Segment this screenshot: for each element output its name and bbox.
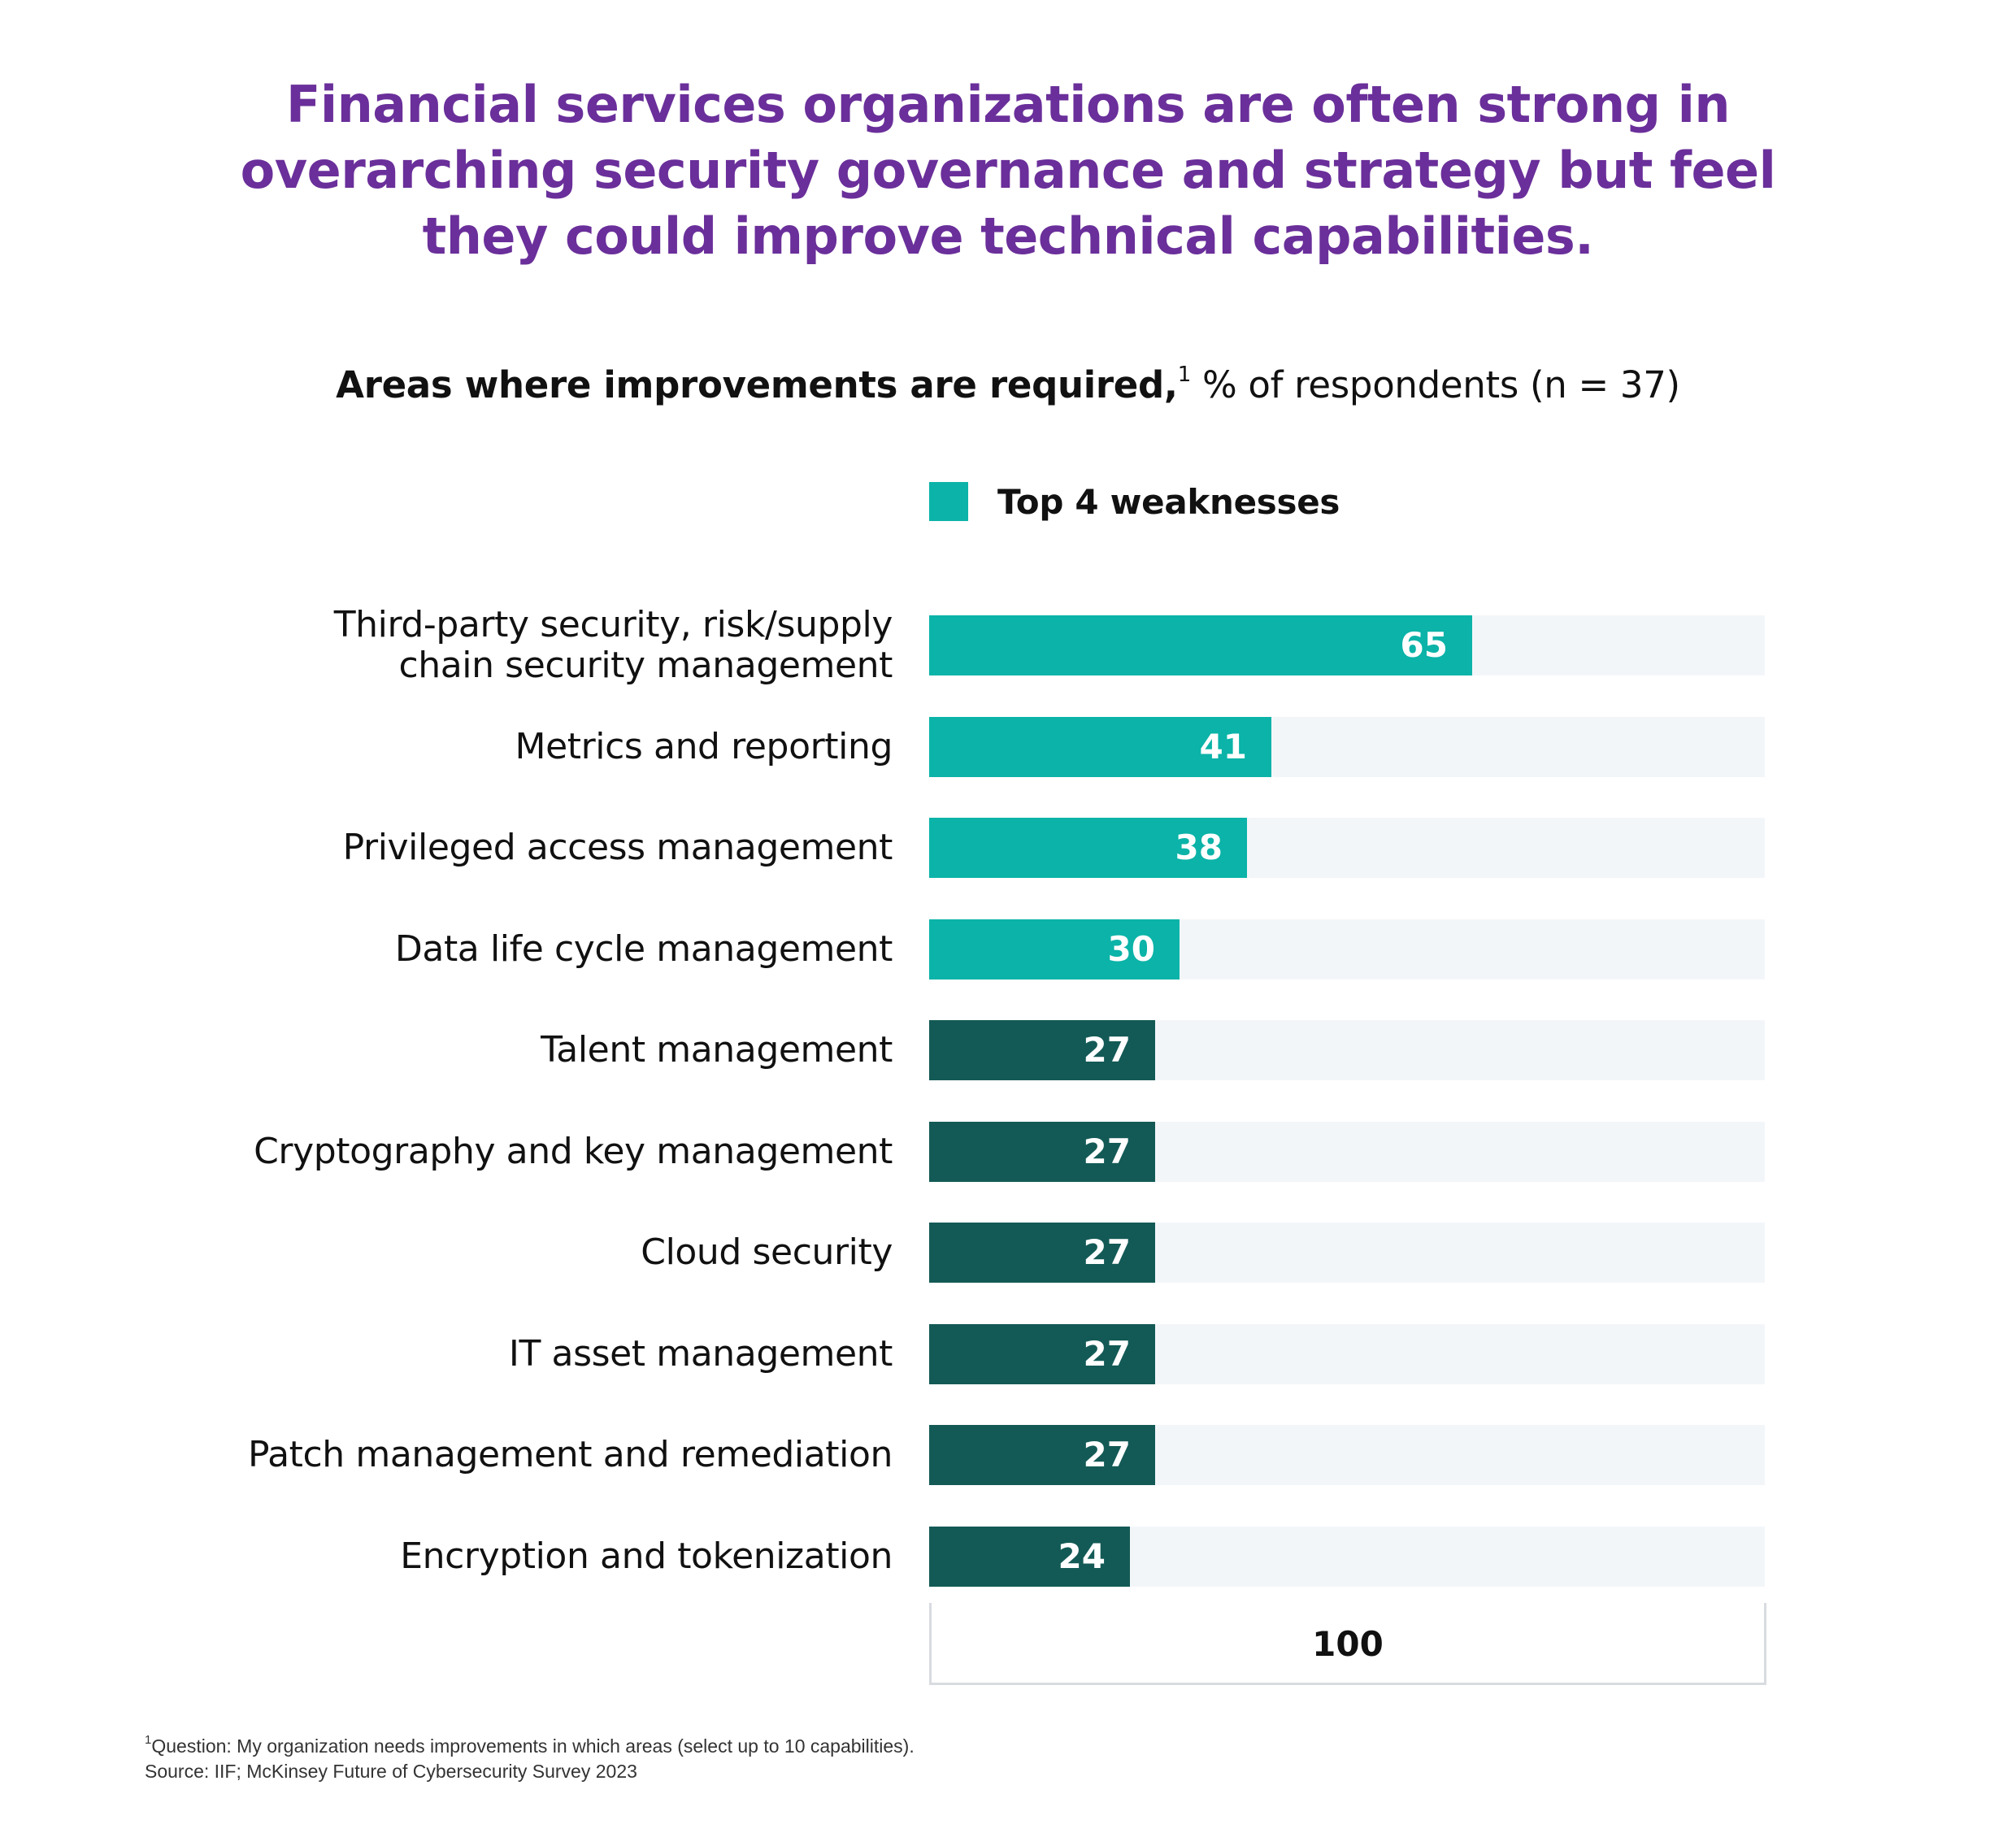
bar-value-label: 27	[1083, 1435, 1131, 1475]
category-label-line: chain security management	[398, 645, 893, 686]
bar-value-label: 27	[1083, 1132, 1131, 1171]
category-label-line: Cryptography and key management	[254, 1131, 893, 1172]
footnote-question: 1Question: My organization needs improve…	[145, 1734, 915, 1759]
bar	[929, 919, 1180, 979]
category-label-line: Metrics and reporting	[515, 726, 893, 767]
bar-value-label: 38	[1175, 827, 1223, 867]
bar	[929, 1223, 1155, 1283]
category-label-line: Data life cycle management	[394, 928, 893, 970]
scale-max-label: 100	[1312, 1624, 1384, 1664]
category-label-line: Talent management	[541, 1029, 893, 1071]
scale-bracket: 100	[929, 1603, 1766, 1685]
chart-subtitle: Areas where improvements are required,1 …	[163, 363, 1853, 408]
legend-swatch	[929, 482, 968, 521]
bar	[929, 1122, 1155, 1182]
category-label: Patch management and remediation	[248, 1435, 893, 1475]
footnotes: 1Question: My organization needs improve…	[145, 1734, 915, 1784]
bar	[929, 818, 1247, 878]
bar	[929, 1020, 1155, 1080]
category-label-line: Cloud security	[641, 1231, 893, 1273]
bar-value-label: 41	[1199, 727, 1247, 767]
category-label-line: Encryption and tokenization	[400, 1535, 893, 1577]
category-label: Third-party security, risk/supply chain s…	[334, 605, 893, 686]
subtitle-footnote-marker: 1	[1177, 363, 1192, 387]
bar-value-label: 30	[1107, 929, 1155, 969]
category-label-line: Patch management and remediation	[247, 1434, 893, 1475]
footnote-source: Source: IIF; McKinsey Future of Cybersec…	[145, 1761, 637, 1782]
category-label-line: IT asset management	[508, 1333, 893, 1375]
category-label: Cloud security	[641, 1232, 893, 1273]
category-label: Data life cycle management	[395, 929, 893, 970]
chart-title: Financial services organizations are oft…	[240, 75, 1776, 266]
category-label: Encryption and tokenization	[400, 1536, 893, 1577]
footnote-marker: 1	[145, 1733, 152, 1748]
bar-value-label: 27	[1083, 1030, 1131, 1070]
category-label-line: Privileged access management	[342, 827, 893, 868]
bar	[929, 1425, 1155, 1485]
legend: Top 4 weaknesses	[929, 481, 1340, 522]
bar-value-label: 27	[1083, 1334, 1131, 1374]
bar-value-label: 65	[1400, 625, 1448, 665]
bar	[929, 1527, 1130, 1587]
category-label: Cryptography and key management	[254, 1132, 893, 1172]
bar-value-label: 27	[1083, 1232, 1131, 1272]
bar	[929, 717, 1271, 777]
bar-value-label: 24	[1058, 1536, 1106, 1576]
legend-label: Top 4 weaknesses	[997, 481, 1340, 522]
subtitle-regular: % of respondents (n = 37)	[1190, 363, 1680, 406]
category-label: Metrics and reporting	[515, 727, 893, 767]
footnote-question-text: Question: My organization needs improvem…	[151, 1735, 915, 1757]
subtitle-bold: Areas where improvements are required,	[336, 363, 1178, 406]
category-label-line: Third-party security, risk/supply	[333, 604, 893, 645]
category-label: Privileged access management	[343, 827, 893, 868]
category-label: IT asset management	[509, 1334, 893, 1375]
bar	[929, 1324, 1155, 1384]
bar	[929, 615, 1472, 675]
category-label: Talent management	[541, 1030, 893, 1071]
